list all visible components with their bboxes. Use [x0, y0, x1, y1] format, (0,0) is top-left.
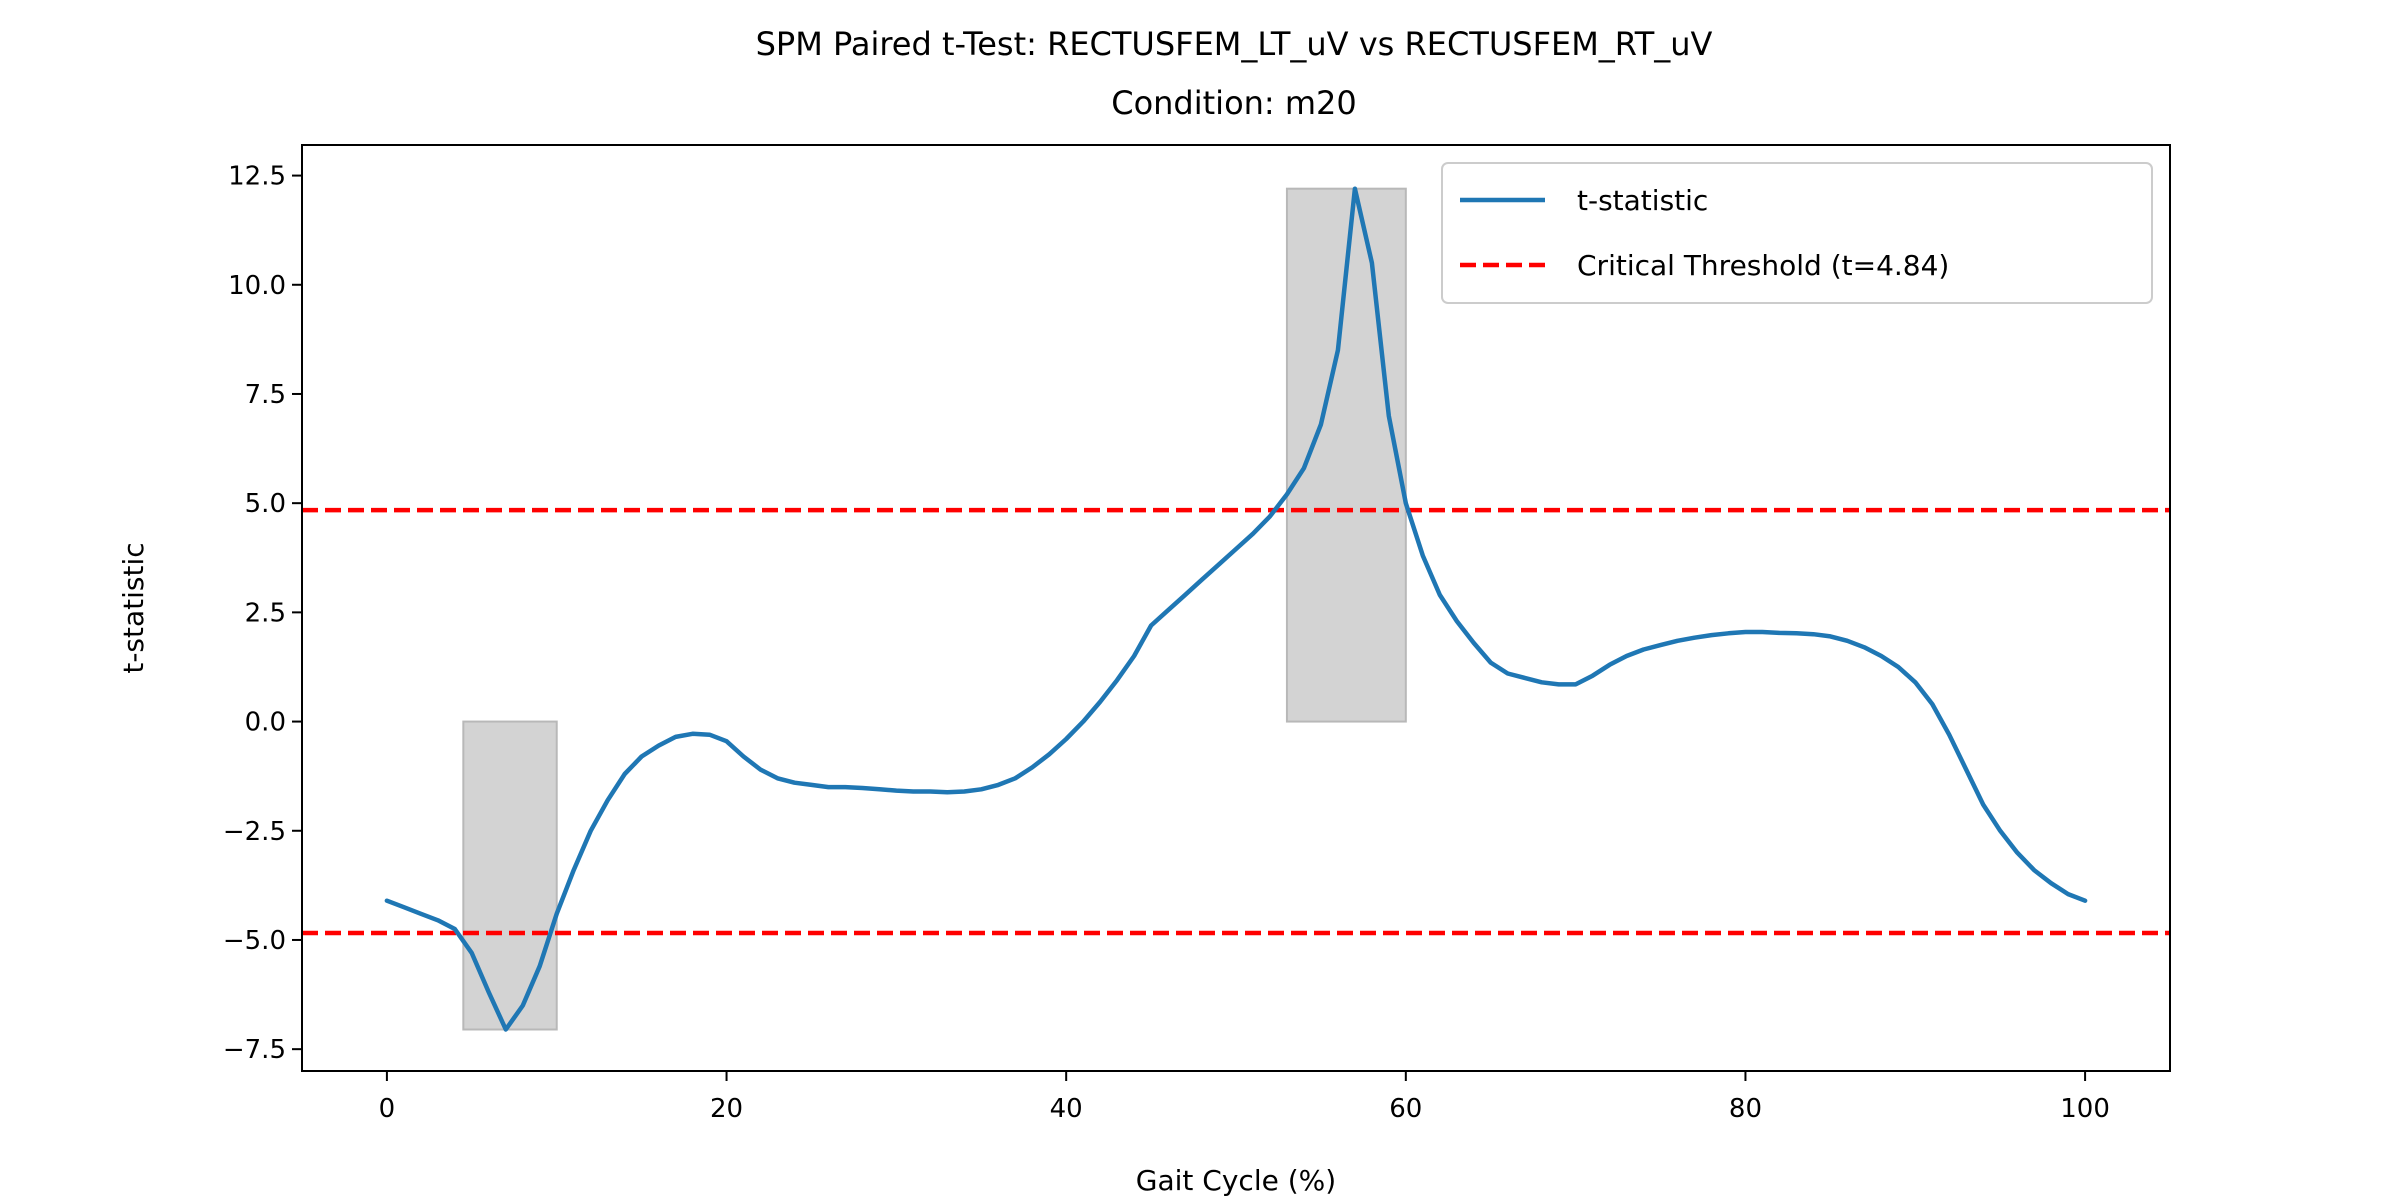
y-tick-label: −5.0 [223, 926, 286, 956]
chart-subtitle: Condition: m20 [1111, 84, 1357, 122]
y-tick-label: 10.0 [228, 271, 286, 301]
y-tick-label: −2.5 [223, 817, 286, 847]
legend: t-statistic Critical Threshold (t=4.84) [1441, 162, 2153, 304]
series-line-t-statistic [384, 186, 2088, 1032]
y-tick-label: −7.5 [223, 1035, 286, 1065]
y-tick-label: 2.5 [245, 598, 286, 628]
series-lines [384, 186, 2088, 1032]
legend-label-t-statistic: t-statistic [1577, 184, 1708, 217]
y-tick-label: 12.5 [228, 162, 286, 192]
x-tick-label: 80 [1729, 1094, 1762, 1124]
y-tick-label: 7.5 [245, 380, 286, 410]
x-axis-label: Gait Cycle (%) [1136, 1164, 1336, 1197]
plot-frame [301, 144, 2171, 1072]
x-tick-label: 60 [1389, 1094, 1422, 1124]
x-tick-label: 20 [710, 1094, 743, 1124]
x-tick-label: 0 [379, 1094, 396, 1124]
y-axis-ticks: −7.5 −5.0 −2.5 0.0 2.5 5.0 7.5 10.0 12.5 [223, 162, 302, 1065]
chart-title: SPM Paired t-Test: RECTUSFEM_LT_uV vs RE… [756, 25, 1713, 63]
shaded-region-0 [462, 720, 558, 1031]
y-tick-label: 5.0 [245, 489, 286, 519]
y-axis-label: t-statistic [117, 542, 150, 673]
legend-box [1441, 162, 2153, 304]
x-axis-ticks: 0 20 40 60 80 100 [379, 1071, 2110, 1124]
threshold-lines [302, 507, 2170, 936]
legend-label-threshold: Critical Threshold (t=4.84) [1577, 249, 1949, 282]
significance-regions [462, 187, 1407, 1031]
x-tick-label: 40 [1050, 1094, 1083, 1124]
x-tick-label: 100 [2060, 1094, 2110, 1124]
y-tick-label: 0.0 [245, 708, 286, 738]
